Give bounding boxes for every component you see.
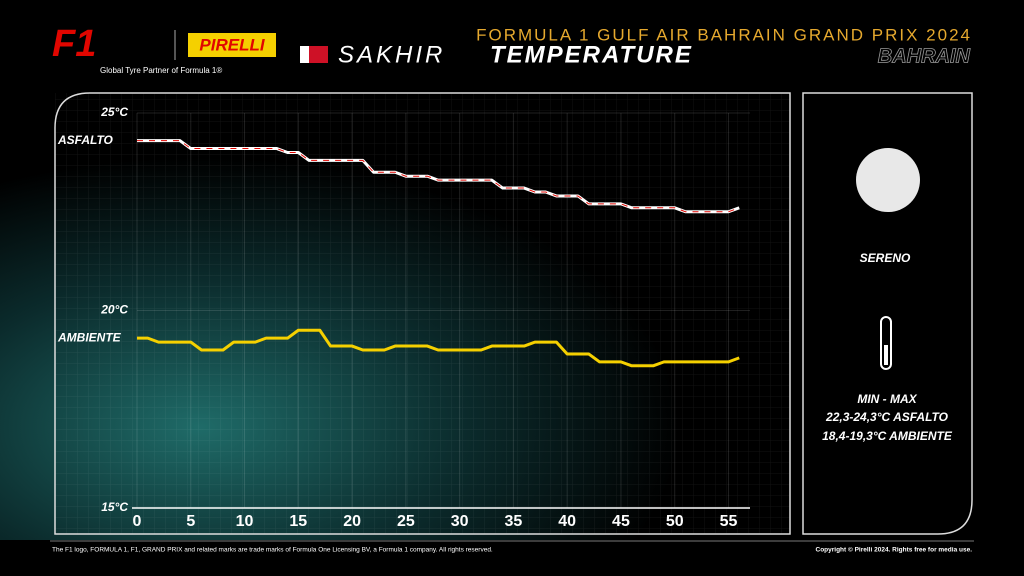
- x-tick-label: 40: [558, 513, 576, 530]
- range-title: MIN - MAX: [857, 392, 917, 406]
- ambient-range: 18,4-19,3°C AMBIENTE: [822, 429, 953, 443]
- copyright: Copyright © Pirelli 2024. Rights free fo…: [816, 546, 973, 554]
- series-label: AMBIENTE: [57, 330, 122, 344]
- circuit: SAKHIR: [338, 41, 445, 68]
- trademark: The F1 logo, FORMULA 1, F1, GRAND PRIX a…: [52, 547, 493, 554]
- side-frame: [802, 92, 973, 535]
- x-tick-label: 50: [666, 513, 684, 530]
- pirelli-logo: PIRELLI: [199, 35, 265, 54]
- grid-pattern: [55, 93, 790, 534]
- series-dash: [137, 140, 740, 213]
- tagline: Global Tyre Partner of Formula 1®: [100, 66, 222, 75]
- x-tick-label: 35: [505, 513, 523, 530]
- x-tick-label: 0: [133, 513, 142, 530]
- y-tick-label: 20°C: [100, 303, 128, 317]
- series-line: [137, 328, 740, 368]
- asphalt-range: 22,3-24,3°C ASFALTO: [825, 410, 949, 424]
- y-tick-label: 25°C: [100, 105, 128, 119]
- x-tick-label: 5: [186, 513, 195, 530]
- f1-logo: F1: [52, 23, 96, 65]
- x-tick-label: 10: [236, 513, 254, 530]
- pirelli-box: [188, 33, 276, 57]
- condition: SERENO: [860, 251, 911, 265]
- x-tick-label: 25: [397, 513, 415, 530]
- moon-icon: [856, 148, 920, 212]
- chart-frame: [54, 92, 791, 535]
- x-tick-label: 30: [451, 513, 469, 530]
- thermometer-icon: [880, 316, 892, 370]
- x-tick-label: 15: [289, 513, 307, 530]
- x-tick-label: 20: [343, 513, 361, 530]
- series-label: ASFALTO: [57, 133, 114, 147]
- topic: TEMPERATURE: [490, 41, 693, 68]
- event: FORMULA 1 GULF AIR BAHRAIN GRAND PRIX 20…: [476, 25, 972, 44]
- flag-white: [300, 46, 309, 63]
- y-tick-label: 15°C: [101, 500, 128, 514]
- country: BAHRAIN: [878, 45, 971, 67]
- thermometer-fill: [884, 345, 888, 365]
- x-tick-label: 55: [720, 513, 738, 530]
- x-tick-label: 45: [612, 513, 630, 530]
